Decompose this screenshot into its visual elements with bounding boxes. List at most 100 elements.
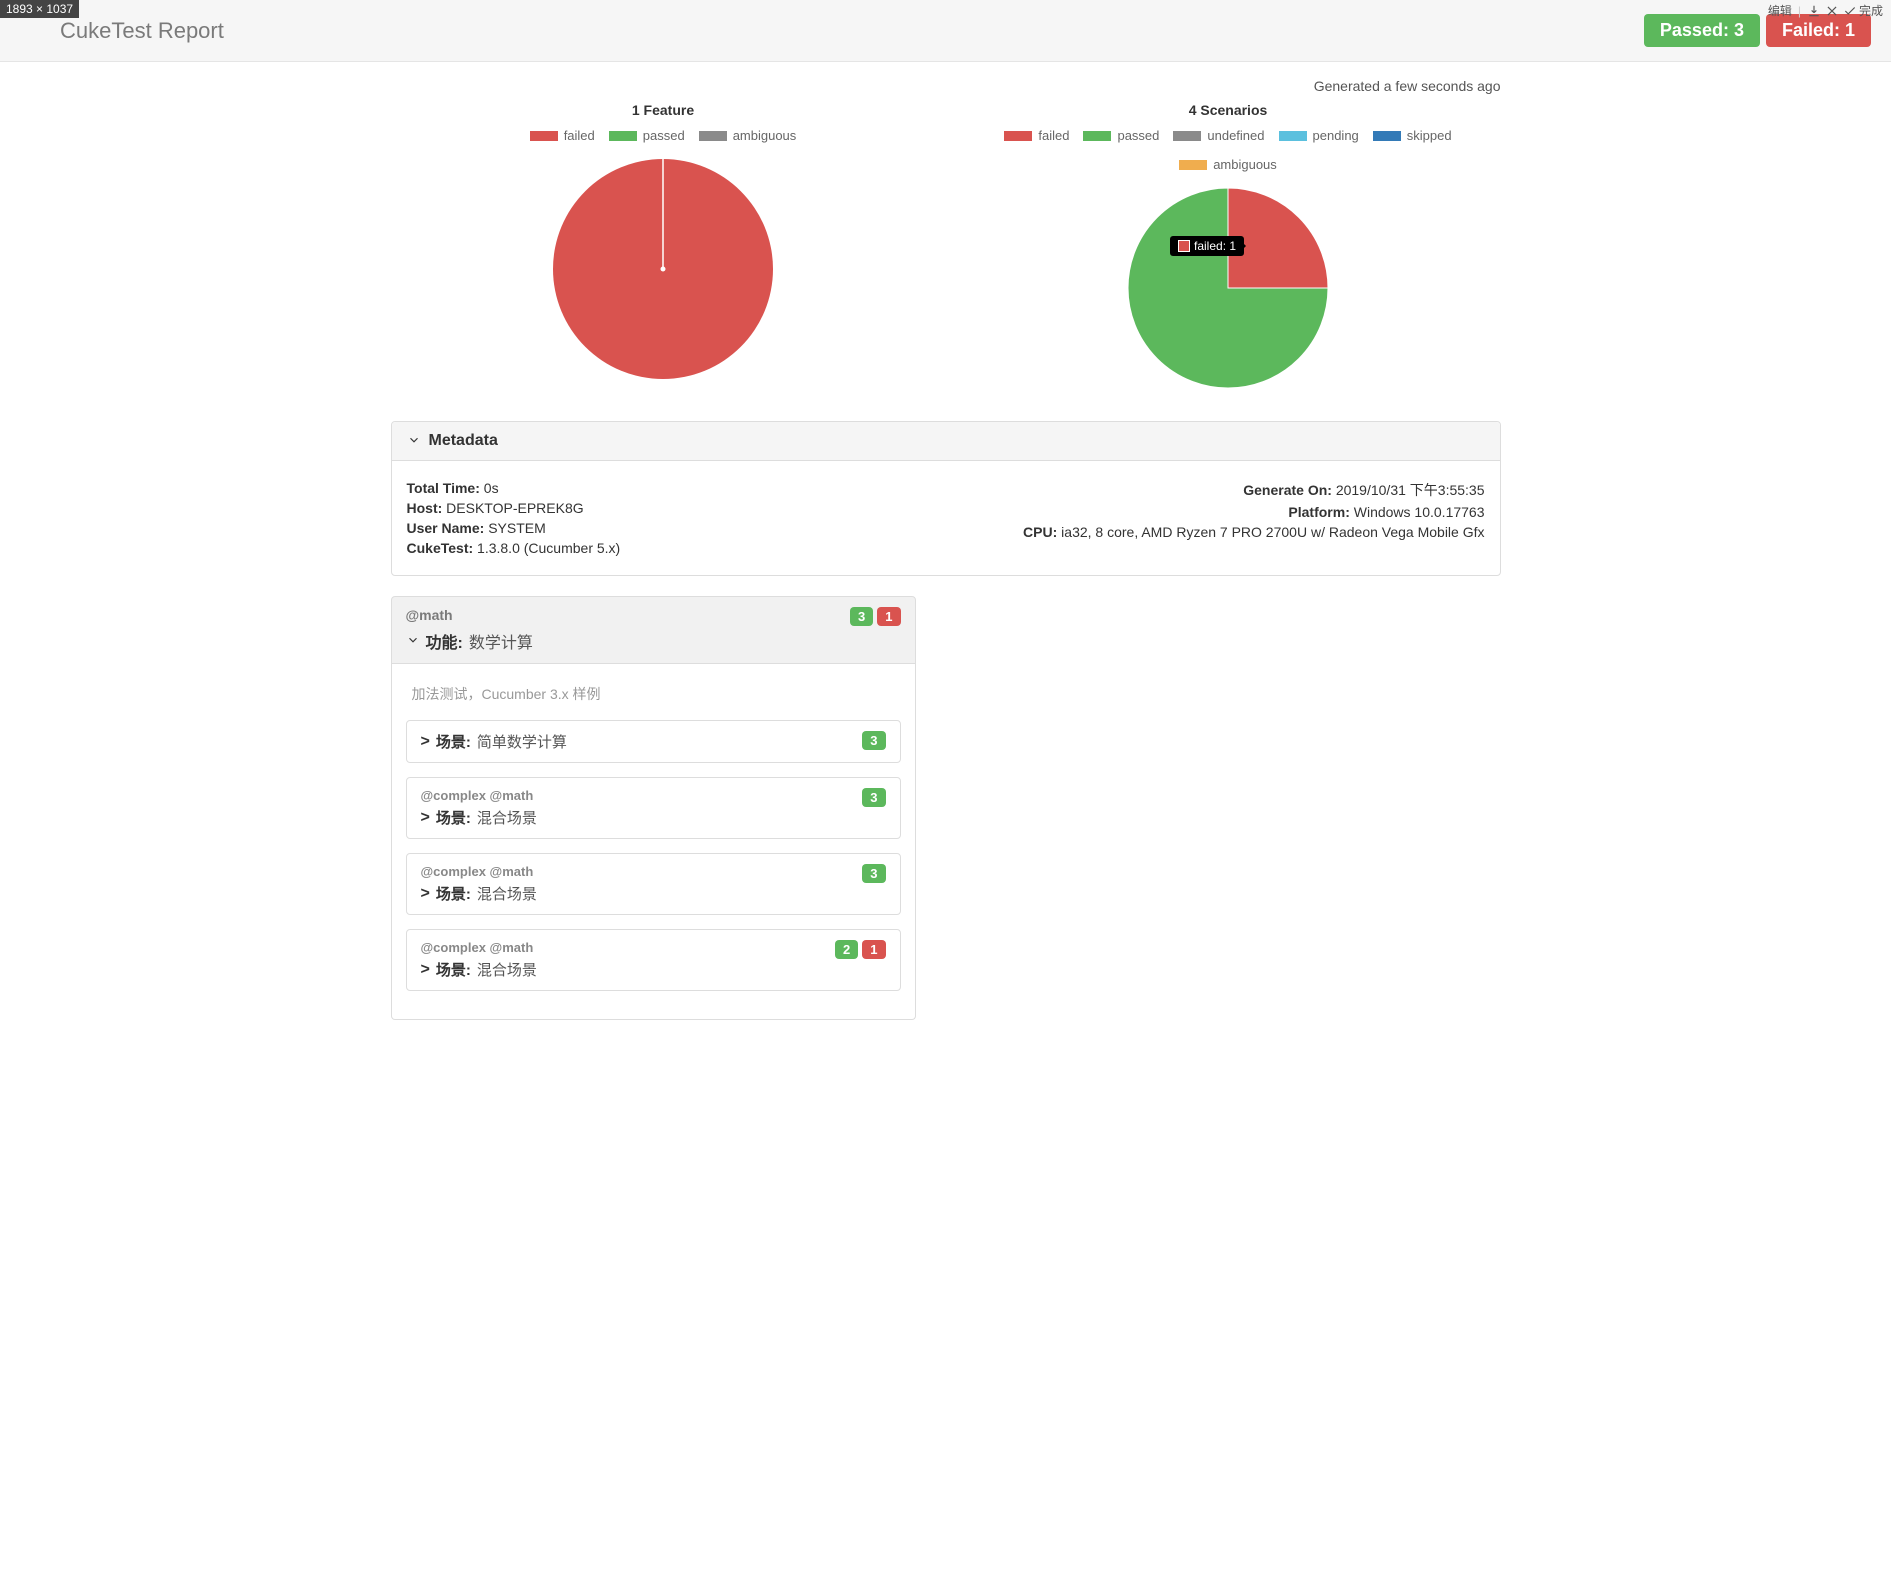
feature-badges: 31 [850,607,900,626]
feature-panel: @math 功能: 数学计算 31 加法测试，Cucumber 3.x 样例 >… [391,596,916,1020]
count-badge: 1 [862,940,885,959]
close-icon[interactable] [1825,4,1839,18]
scenario-name: 混合场景 [477,959,537,980]
feature-body: 加法测试，Cucumber 3.x 样例 >场景:简单数学计算3@complex… [391,664,916,1020]
charts-row: 1 Feature failedpassedambiguous 4 Scenar… [391,102,1501,401]
legend-label: ambiguous [733,128,797,143]
legend-swatch [1373,131,1401,141]
count-badge: 3 [862,788,885,807]
pie-tooltip: failed: 1 [1170,236,1244,256]
feature-chart-column: 1 Feature failedpassedambiguous [391,102,936,401]
edit-button[interactable]: 编辑 [1768,2,1792,19]
scenario-item[interactable]: @complex @math > 场景: 混合场景 3 [406,853,901,915]
metadata-label: Platform: [1288,504,1349,520]
count-badge: 1 [877,607,900,626]
scenario-title-line: >场景:混合场景 [421,807,886,828]
scenario-name: 混合场景 [477,883,537,904]
legend-item: ambiguous [1179,157,1277,172]
scenario-badges: 3 [862,788,885,807]
scenario-tags: @complex @math [421,788,886,803]
legend-label: skipped [1407,128,1452,143]
metadata-heading[interactable]: Metadata [392,422,1500,461]
legend-item: skipped [1373,128,1452,143]
chevron-right-icon: > [421,885,430,903]
feature-pie-chart [533,149,793,389]
legend-item: undefined [1173,128,1264,143]
feature-pie-wrap [533,149,793,389]
scenario-name: 简单数学计算 [477,731,567,752]
count-badge: 3 [862,864,885,883]
scenario-tags: @complex @math [421,864,886,879]
scenario-item[interactable]: @complex @math > 场景: 混合场景 21 [406,929,901,991]
feature-description: 加法测试，Cucumber 3.x 样例 [412,684,901,704]
scenarios-list: >场景:简单数学计算3@complex @math>场景:混合场景3@compl… [406,720,901,991]
metadata-body: Total Time: 0sHost: DESKTOP-EPREK8GUser … [392,461,1500,575]
metadata-label: User Name: [407,520,485,536]
legend-swatch [609,131,637,141]
editor-toolbar: 编辑 | 完成 [1768,2,1883,19]
metadata-item: Platform: Windows 10.0.17763 [1023,504,1484,520]
metadata-value: SYSTEM [484,520,545,536]
legend-item: failed [530,128,595,143]
scenario-badges: 3 [862,731,885,750]
legend-swatch [699,131,727,141]
chevron-right-icon: > [421,961,430,979]
metadata-label: Total Time: [407,480,480,496]
metadata-label: Host: [407,500,443,516]
chevron-right-icon: > [421,733,430,751]
passed-badge: Passed: 3 [1644,14,1760,47]
legend-swatch [1004,131,1032,141]
legend-item: passed [1083,128,1159,143]
metadata-title: Metadata [429,432,498,450]
dimensions-badge: 1893 × 1037 [0,0,79,18]
feature-tag: @math [406,607,901,623]
legend-label: passed [1117,128,1159,143]
metadata-item: CukeTest: 1.3.8.0 (Cucumber 5.x) [407,540,621,556]
legend-swatch [1179,160,1207,170]
scenario-chart-column: 4 Scenarios failed passed undefined pending… [956,102,1501,401]
legend-swatch [1083,131,1111,141]
metadata-item: CPU: ia32, 8 core, AMD Ryzen 7 PRO 2700U… [1023,524,1484,540]
scenario-title-line: > 场景: 混合场景 [421,883,886,904]
scenario-keyword: 场景: [436,807,471,828]
feature-keyword: 功能: [426,629,463,653]
done-button[interactable]: 完成 [1843,2,1883,19]
done-label: 完成 [1859,2,1883,19]
metadata-item: Generate On: 2019/10/31 下午3:55:35 [1023,480,1484,500]
legend-label: ambiguous [1213,157,1277,172]
legend-swatch [1279,131,1307,141]
header-bar: CukeTest Report Passed: 3 Failed: 1 [0,0,1891,62]
legend-item: passed [609,128,685,143]
legend-label: failed [564,128,595,143]
download-icon[interactable] [1807,4,1821,18]
legend-swatch [1173,131,1201,141]
scenario-item[interactable]: >场景:简单数学计算3 [406,720,901,763]
metadata-item: User Name: SYSTEM [407,520,621,536]
feature-chart-legend: failed passed ambiguous [391,128,936,143]
legend-item: ambiguous [699,128,797,143]
metadata-value: 2019/10/31 下午3:55:35 [1332,482,1485,498]
metadata-value: Windows 10.0.17763 [1350,504,1485,520]
scenario-tags: @complex @math [421,940,886,955]
legend-item: failed [1004,128,1069,143]
feature-heading[interactable]: @math 功能: 数学计算 31 [391,596,916,664]
count-badge: 2 [835,940,858,959]
feature-name: 数学计算 [469,629,533,653]
chevron-down-icon [407,433,421,450]
metadata-value: 1.3.8.0 (Cucumber 5.x) [473,540,620,556]
chevron-right-icon: > [421,809,430,827]
scenario-item[interactable]: @complex @math>场景:混合场景3 [406,777,901,839]
metadata-label: Generate On: [1243,482,1332,498]
tooltip-swatch [1178,240,1190,252]
scenario-pie-wrap: failed: 1 [1108,178,1348,398]
metadata-right-col: Generate On: 2019/10/31 下午3:55:35 Platfor… [1023,476,1484,560]
scenario-badges: 3 [862,864,885,883]
scenario-chart-title: 4 Scenarios [956,102,1501,118]
metadata-panel: Metadata Total Time: 0sHost: DESKTOP-EPR… [391,421,1501,576]
scenario-keyword: 场景: [436,883,471,904]
chevron-down-icon [406,633,420,650]
legend-label: pending [1313,128,1359,143]
page-title: CukeTest Report [20,18,224,44]
tooltip-text: failed: 1 [1194,239,1236,253]
scenario-keyword: 场景: [436,959,471,980]
